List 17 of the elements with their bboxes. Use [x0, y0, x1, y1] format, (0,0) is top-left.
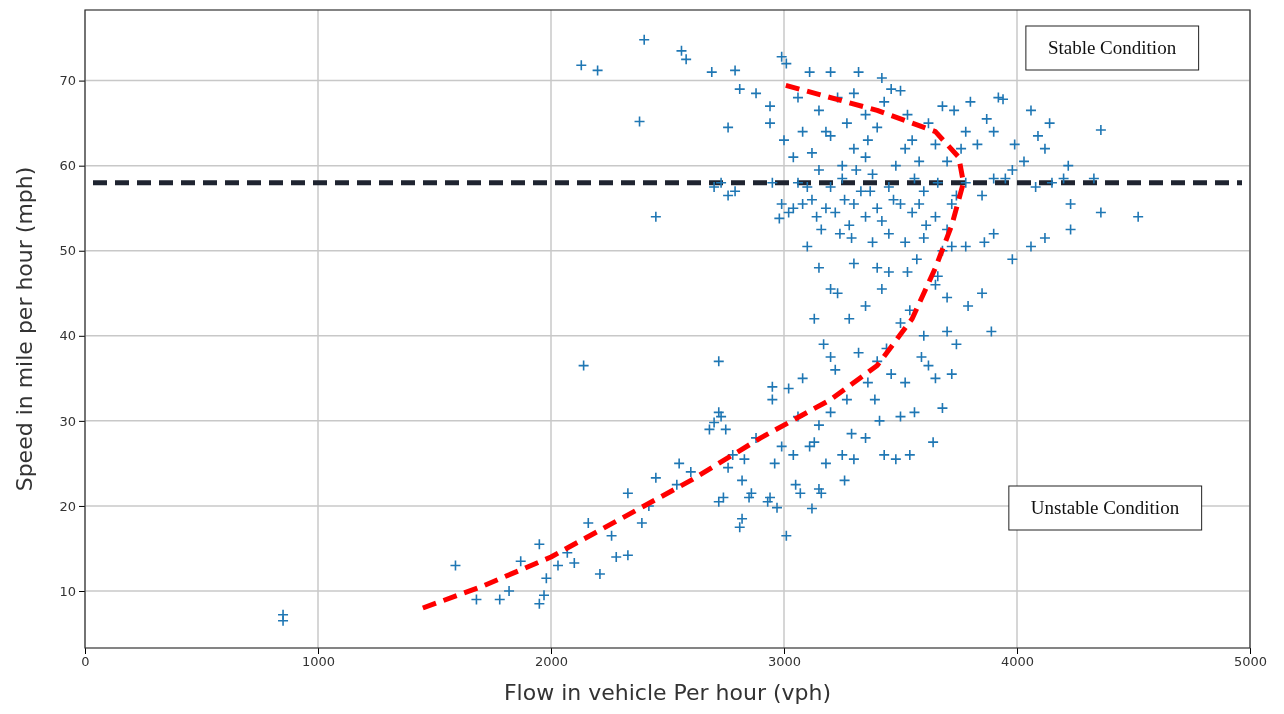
x-tick-label: 1000	[301, 654, 336, 670]
y-tick-label: 20	[59, 498, 76, 514]
annotation: Unstable Condition	[1030, 497, 1180, 518]
annotation: Stable Condition	[1047, 37, 1177, 58]
x-axis-title: Flow in vehicle Per hour (vph)	[503, 680, 832, 705]
x-tick-label: 3000	[767, 654, 802, 670]
y-tick-label: 30	[59, 413, 76, 429]
y-tick-label: 40	[59, 328, 76, 344]
y-tick-label: 70	[59, 73, 76, 89]
x-tick-label: 2000	[534, 654, 569, 670]
x-tick-label: 4000	[1000, 654, 1035, 670]
y-tick-label: 50	[59, 243, 76, 259]
y-axis-title: Speed in mile per hour (mph)	[12, 166, 37, 492]
y-tick-label: 10	[59, 583, 76, 599]
x-tick-label: 5000	[1233, 654, 1268, 670]
x-tick-label: 0	[81, 654, 90, 670]
y-tick-label: 60	[59, 158, 76, 174]
